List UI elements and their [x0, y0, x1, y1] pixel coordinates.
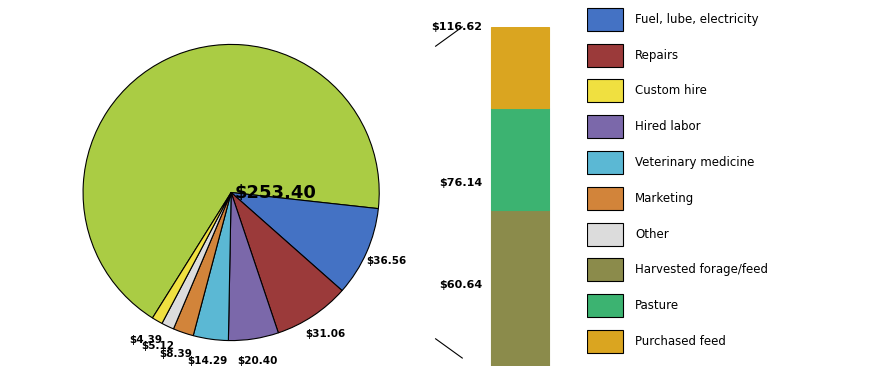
Text: $36.56: $36.56: [367, 256, 407, 266]
Wedge shape: [231, 192, 379, 291]
Wedge shape: [162, 192, 231, 329]
Bar: [492, 108, 549, 210]
Wedge shape: [193, 192, 231, 341]
Text: Veterinary medicine: Veterinary medicine: [635, 156, 755, 169]
Text: Custom hire: Custom hire: [635, 84, 707, 97]
Text: $116.62: $116.62: [431, 22, 483, 32]
FancyBboxPatch shape: [587, 258, 623, 281]
Text: Repairs: Repairs: [635, 49, 679, 62]
Text: $60.64: $60.64: [439, 280, 483, 290]
FancyBboxPatch shape: [587, 294, 623, 317]
Text: $20.40: $20.40: [236, 356, 277, 366]
Wedge shape: [231, 192, 342, 333]
FancyBboxPatch shape: [587, 8, 623, 31]
Text: Hired labor: Hired labor: [635, 120, 701, 133]
FancyBboxPatch shape: [587, 223, 623, 246]
Bar: [492, 210, 549, 366]
Text: $253.40: $253.40: [235, 184, 316, 201]
FancyBboxPatch shape: [587, 330, 623, 353]
Text: Purchased feed: Purchased feed: [635, 335, 726, 348]
FancyBboxPatch shape: [587, 79, 623, 102]
FancyBboxPatch shape: [587, 115, 623, 138]
Text: Pasture: Pasture: [635, 299, 679, 312]
FancyBboxPatch shape: [587, 187, 623, 210]
Wedge shape: [228, 192, 278, 341]
Text: $5.12: $5.12: [141, 341, 174, 352]
Text: $76.14: $76.14: [439, 178, 483, 188]
Text: $4.39: $4.39: [130, 335, 163, 345]
Text: Other: Other: [635, 228, 669, 241]
Wedge shape: [173, 192, 231, 336]
Text: Marketing: Marketing: [635, 192, 694, 205]
FancyBboxPatch shape: [587, 151, 623, 174]
FancyBboxPatch shape: [587, 44, 623, 67]
Text: Harvested forage/feed: Harvested forage/feed: [635, 263, 768, 276]
Text: $31.06: $31.06: [305, 330, 346, 340]
Text: Fuel, lube, electricity: Fuel, lube, electricity: [635, 13, 758, 26]
Bar: [492, 27, 549, 108]
Wedge shape: [153, 192, 231, 323]
Text: $14.29: $14.29: [188, 356, 228, 366]
Wedge shape: [83, 44, 380, 318]
Text: $8.39: $8.39: [160, 349, 193, 359]
